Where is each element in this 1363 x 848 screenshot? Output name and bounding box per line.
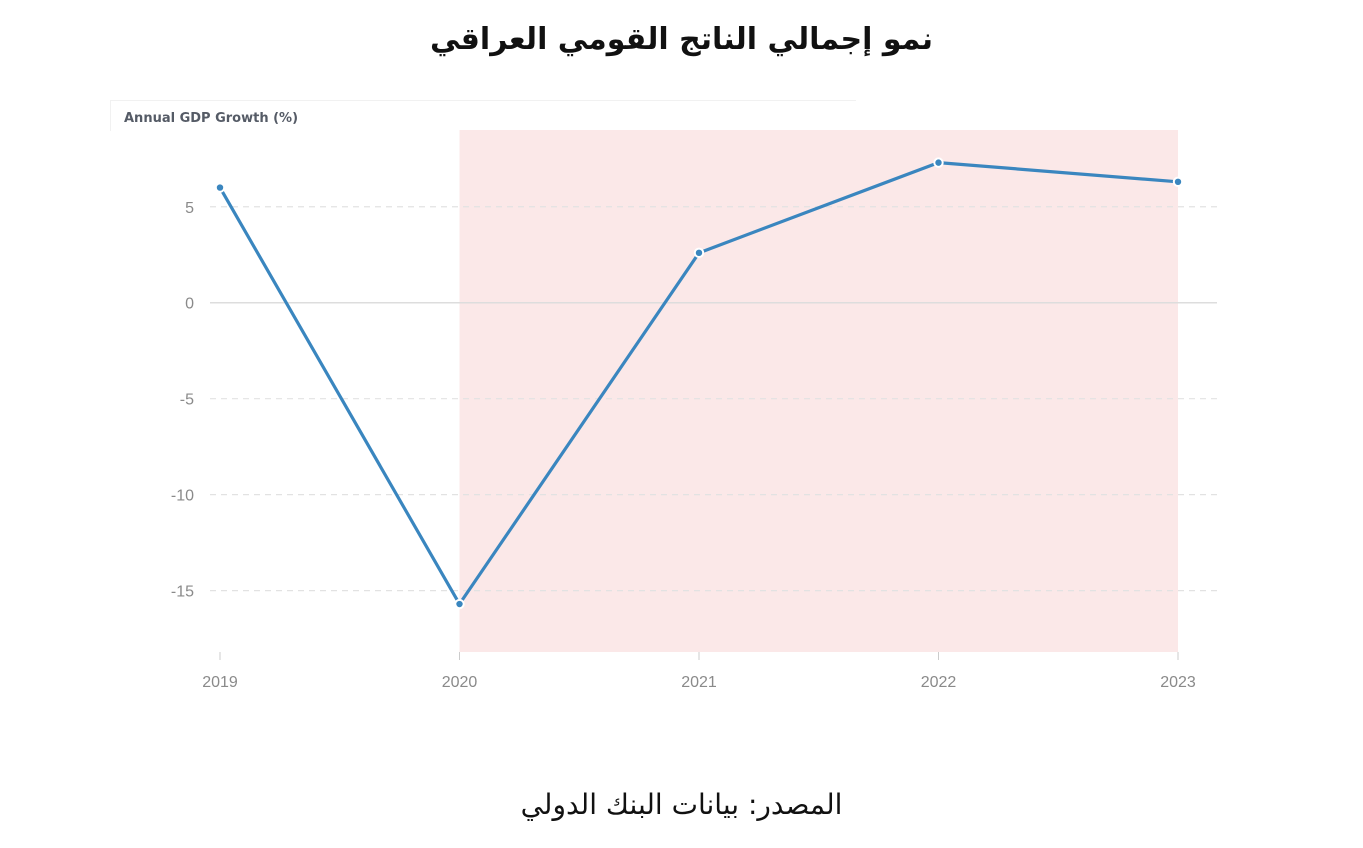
data-point bbox=[1172, 176, 1184, 188]
y-axis-label: Annual GDP Growth (%) bbox=[124, 111, 299, 126]
x-tick-label: 2021 bbox=[681, 674, 717, 691]
y-tick-label: -15 bbox=[171, 584, 194, 601]
data-point bbox=[454, 598, 465, 610]
x-tick-label: 2019 bbox=[202, 674, 238, 691]
highlight-layer bbox=[459, 130, 1178, 652]
chart-header-box bbox=[110, 100, 856, 131]
data-point bbox=[214, 182, 226, 193]
y-tick-label: -10 bbox=[171, 488, 194, 505]
x-tick-label: 2020 bbox=[442, 674, 478, 691]
axis-layer: 2019 2020 2021 2022 2023 bbox=[202, 652, 1196, 691]
y-tick-label: -5 bbox=[180, 392, 194, 409]
data-point bbox=[693, 247, 705, 259]
grid-layer: 5 0 -5 -10 -15 bbox=[171, 200, 1217, 601]
source-note: المصدر: بيانات البنك الدولي bbox=[520, 788, 843, 821]
y-tick-label: 5 bbox=[185, 200, 194, 217]
data-point-layer bbox=[214, 157, 1184, 610]
highlight-band bbox=[459, 130, 1178, 652]
data-point bbox=[933, 157, 944, 168]
x-tick-label: 2022 bbox=[921, 674, 957, 691]
y-tick-label: 0 bbox=[185, 296, 194, 313]
chart-title: نمو إجمالي الناتج القومي العراقي bbox=[429, 22, 934, 57]
x-tick-label: 2023 bbox=[1160, 674, 1196, 691]
